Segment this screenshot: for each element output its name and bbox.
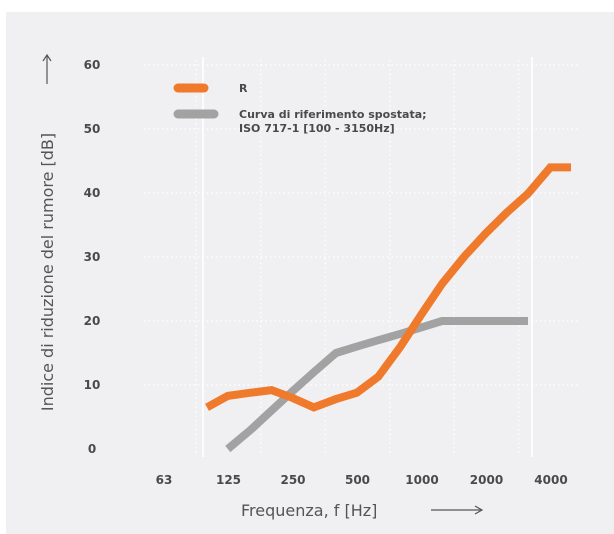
y-axis-title: Indice di riduzione del rumore [dB]	[38, 53, 57, 411]
x-tick-label: 125	[216, 473, 241, 487]
chart-panel: 0 10 20 30 40 50 60 63 125 250 500 1000 2000 4000 R C…	[6, 12, 614, 534]
series-lines	[205, 163, 571, 453]
x-axis-arrowhead-icon	[474, 505, 484, 515]
tick-labels: 0 10 20 30 40 50 60 63 125 250 500 1000 2000 4000	[84, 58, 568, 487]
chart: 0 10 20 30 40 50 60 63 125 250 500 1000 2000 4000 R C…	[38, 53, 578, 520]
x-tick-label: 63	[156, 473, 173, 487]
x-tick-label: 500	[345, 473, 370, 487]
y-axis-label: Indice di riduzione del rumore [dB]	[38, 133, 57, 411]
x-tick-label: 250	[280, 473, 305, 487]
y-tick-label: 10	[84, 378, 101, 392]
series-line-reference-curve	[225, 317, 528, 453]
y-tick-label: 60	[84, 58, 101, 72]
x-axis-title: Frequenza, f [Hz]	[241, 501, 484, 520]
y-axis-arrowhead-icon	[42, 53, 52, 62]
legend-label-reference-line-2: ISO 717-1 [100 - 3150Hz]	[239, 122, 395, 135]
y-tick-label: 30	[84, 250, 101, 264]
series-line-r	[205, 163, 571, 412]
grid	[144, 57, 578, 457]
legend-label-r: R	[239, 82, 248, 95]
legend-label-reference-line-1: Curva di riferimento spostata;	[239, 108, 427, 121]
y-tick-label: 20	[84, 314, 101, 328]
legend-label-reference-curve: Curva di riferimento spostata; ISO 717-1 …	[239, 108, 427, 135]
x-axis-label: Frequenza, f [Hz]	[241, 501, 377, 520]
x-tick-label: 1000	[405, 473, 438, 487]
x-tick-label: 4000	[534, 473, 567, 487]
y-tick-label: 0	[88, 442, 96, 456]
x-tick-label: 2000	[470, 473, 503, 487]
y-tick-label: 40	[84, 186, 101, 200]
y-tick-label: 50	[84, 122, 101, 136]
legend: R Curva di riferimento spostata; ISO 717-…	[173, 82, 427, 135]
